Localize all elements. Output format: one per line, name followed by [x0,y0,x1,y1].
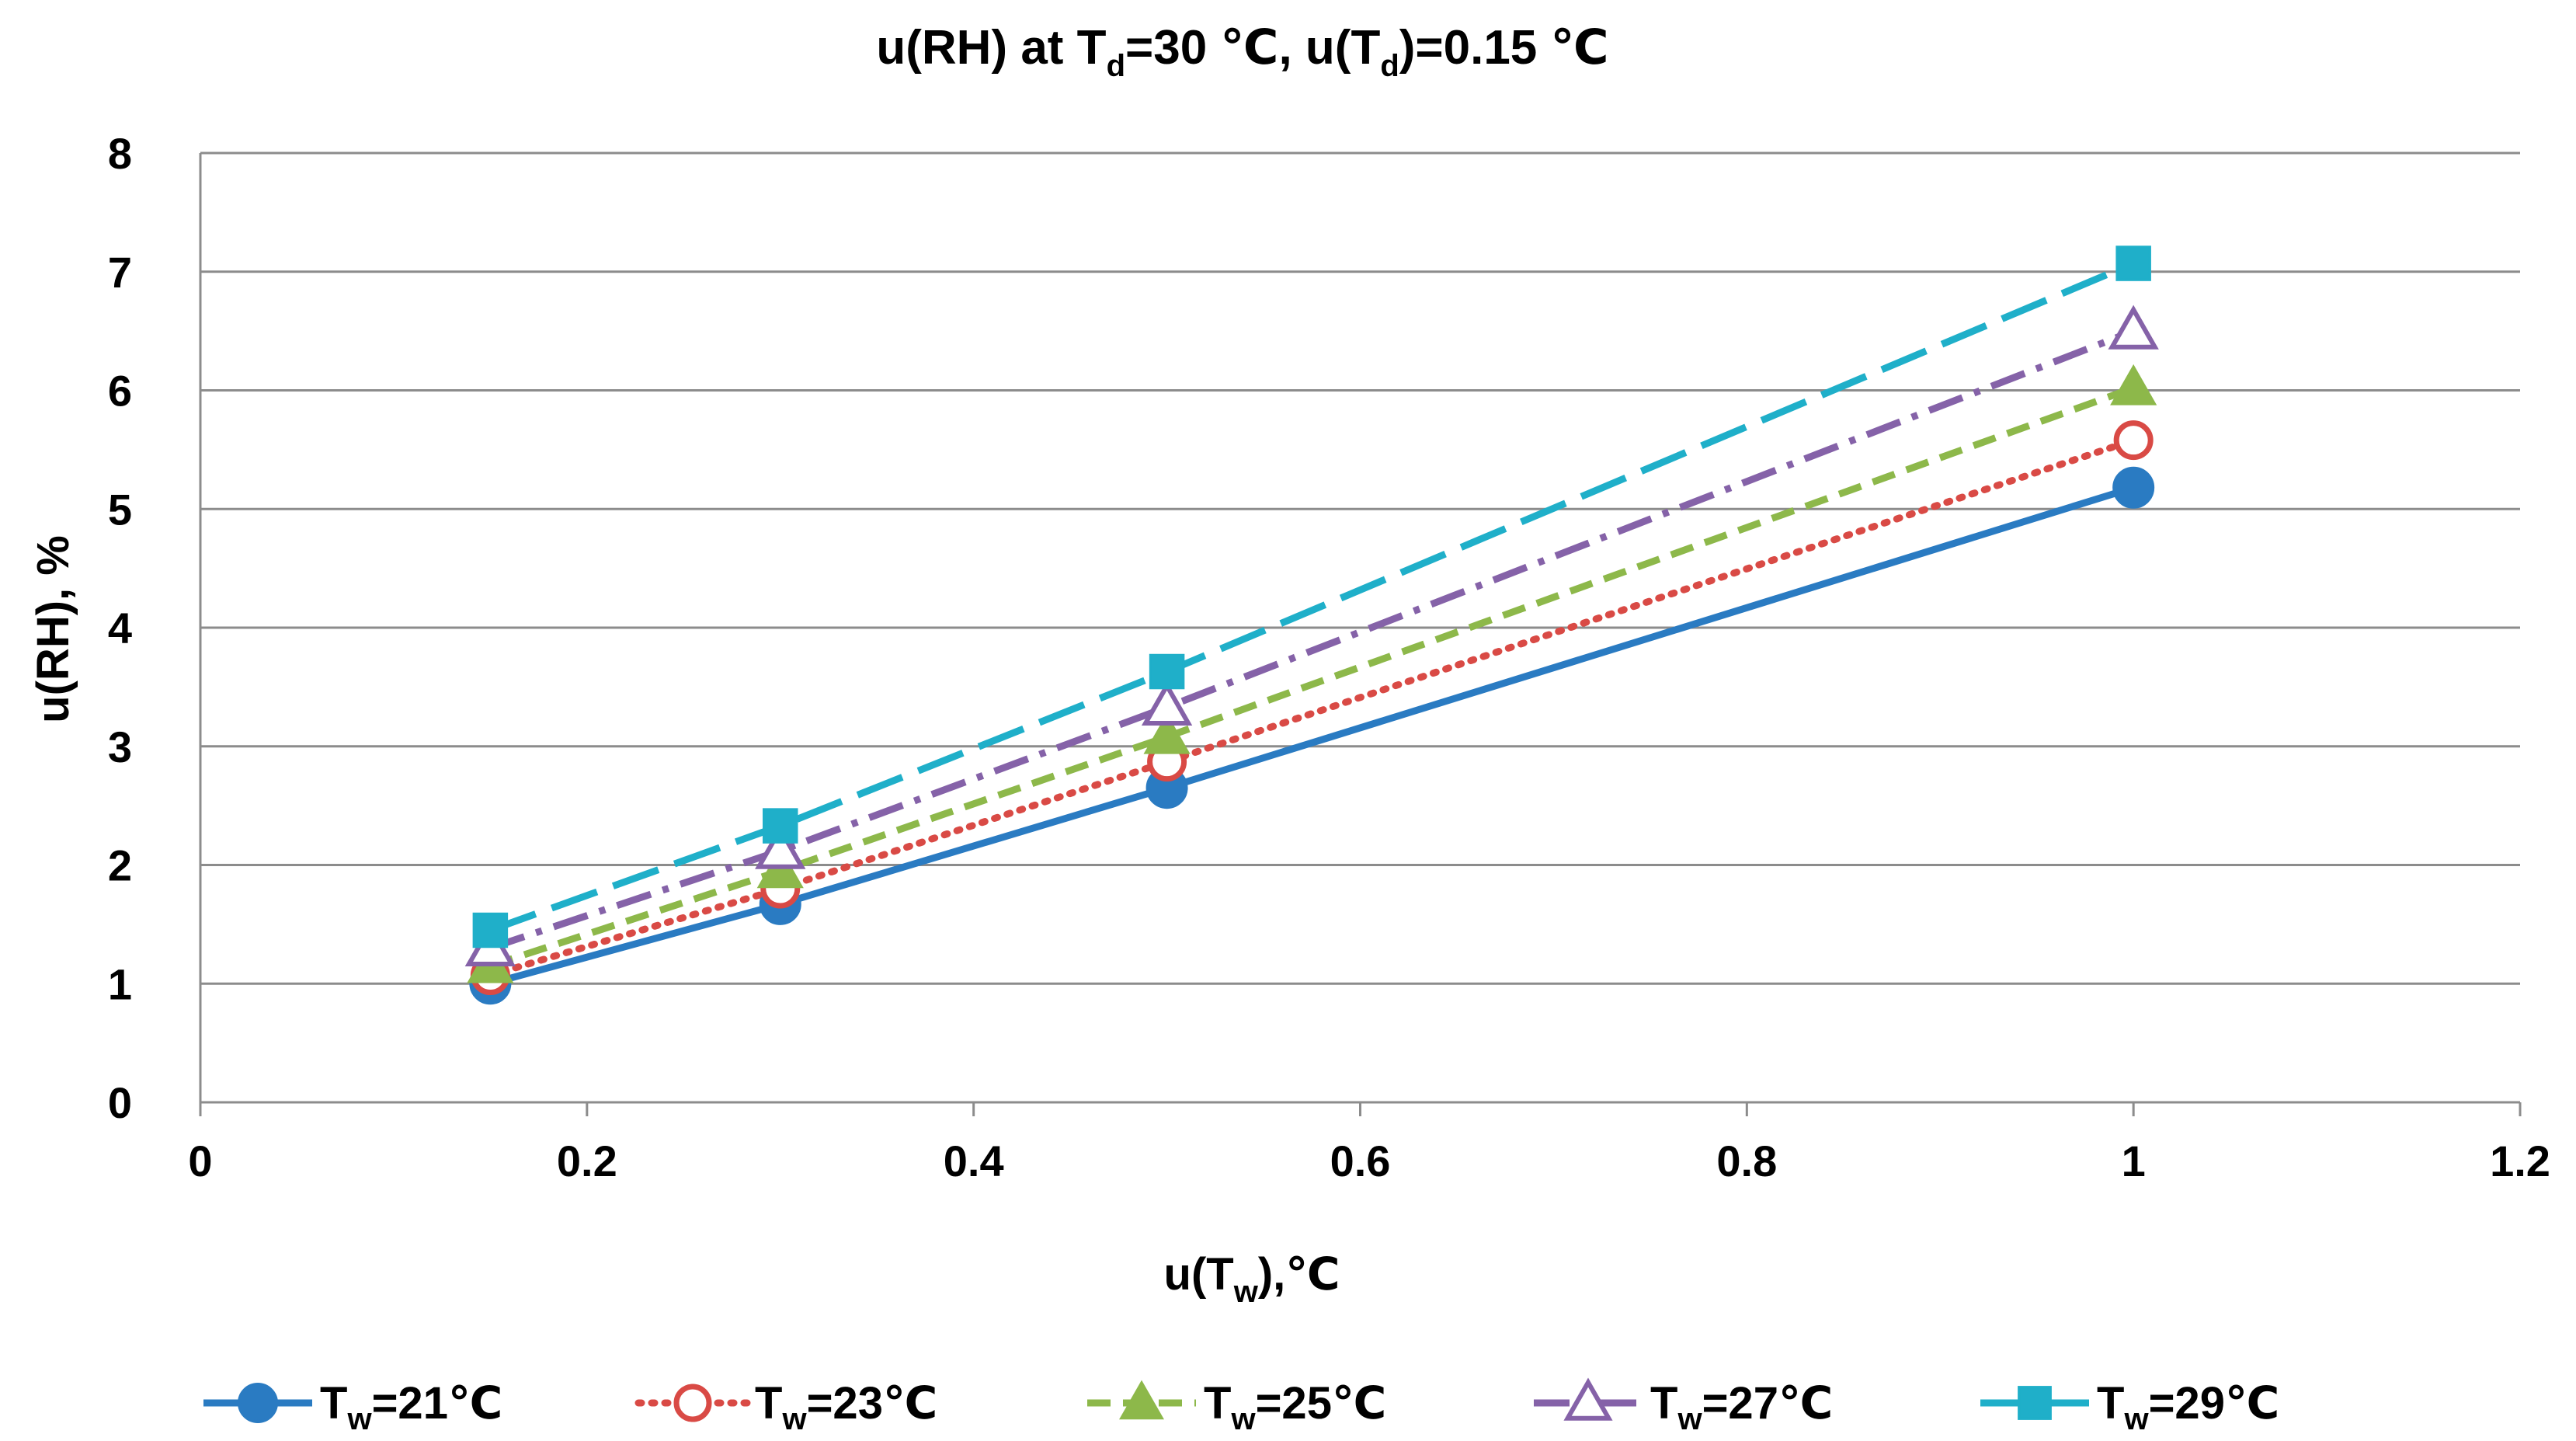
data-point-s4-3 [1141,680,1193,726]
y-tick-label-5: 5 [108,485,132,534]
x-tick-label-0.2: 0.2 [557,1136,617,1185]
data-point-s5-4 [2115,245,2151,281]
y-tick-label-4: 4 [108,604,132,653]
legend-swatch-marker-5 [2018,1386,2052,1420]
axes [199,153,2522,1116]
legend-item-2: Tw=23℃ [634,1378,937,1436]
data-point-s5-2 [763,808,798,844]
legend-item-4: Tw=27℃ [1534,1377,1833,1436]
series-3 [467,364,2157,983]
data-point-s3-3 [1143,713,1191,754]
series-line-1 [489,484,2135,987]
series-line-4 [488,327,2135,952]
x-tick-label-0.8: 0.8 [1716,1136,1777,1185]
series-line-2 [486,437,2137,980]
data-point-s5-1 [472,912,509,948]
x-tick-label-0.4: 0.4 [944,1136,1004,1185]
series-line-5 [488,259,2135,934]
legend-label-3: Tw=25℃ [1204,1378,1386,1436]
legend-item-1: Tw=21℃ [203,1378,502,1436]
x-tick-label-1.2: 1.2 [2490,1136,2550,1185]
data-point-s5-3 [1149,653,1185,690]
legend-label-5: Tw=29℃ [2097,1378,2279,1436]
data-point-s1-4 [2112,466,2155,509]
x-tick-label-0: 0 [188,1136,212,1185]
legend-item-3: Tw=25℃ [1087,1378,1386,1436]
tick-labels: 0 1 2 3 4 5 6 7 8 0 0.2 0.4 0.6 0.8 1 1.2 [108,129,2550,1185]
legend-swatch-marker-3 [1119,1380,1164,1420]
legend-swatch-marker-1 [238,1383,278,1423]
y-tick-label-0: 0 [108,1078,132,1127]
series-line-3 [488,385,2135,969]
y-tick-label-7: 7 [108,248,132,297]
legend-label-2: Tw=23℃ [755,1378,937,1436]
y-tick-label-3: 3 [108,722,132,771]
legend-label-1: Tw=21℃ [320,1378,502,1436]
plot-area [464,245,2159,1005]
y-tick-label-1: 1 [108,959,132,1008]
gridlines [200,151,2520,985]
series-5 [472,245,2151,948]
legend: Tw=21℃ Tw=23℃ Tw=25℃ Tw=27℃ Tw=29℃ [203,1377,2279,1436]
legend-swatch-marker-2 [673,1384,712,1422]
legend-item-5: Tw=29℃ [1980,1378,2279,1436]
x-axis-label: u(Tw),℃ [1164,1249,1340,1309]
x-tick-label-0.6: 0.6 [1330,1136,1391,1185]
y-tick-label-8: 8 [108,129,132,178]
y-tick-label-6: 6 [108,367,132,416]
y-tick-label-2: 2 [108,841,132,890]
data-point-s3-4 [2110,364,2157,405]
y-axis-label: u(RH), % [28,535,78,723]
data-point-s4-2 [755,824,806,869]
data-point-s4-4 [2108,305,2159,350]
chart-title: u(RH) at Td=30 ℃, u(Td)=0.15 ℃ [876,21,1608,83]
legend-swatch-marker-4 [1563,1377,1613,1421]
data-point-s2-4 [2113,420,2154,461]
legend-label-4: Tw=27℃ [1650,1378,1833,1436]
x-tick-label-1: 1 [2122,1136,2146,1185]
series-1 [469,466,2155,1005]
